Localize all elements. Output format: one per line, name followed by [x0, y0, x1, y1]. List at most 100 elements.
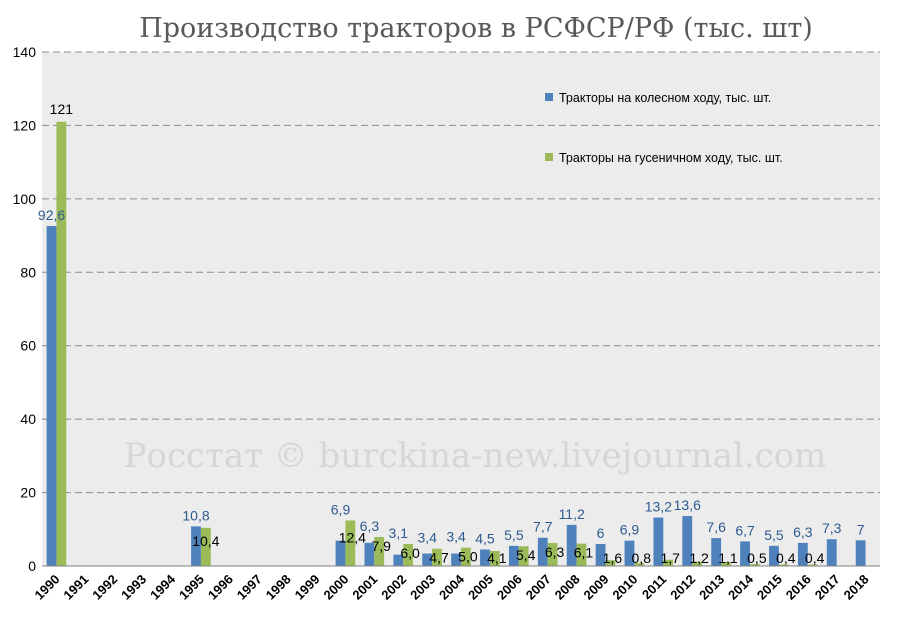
bar-tracked — [721, 561, 731, 566]
data-label-tracked: 1,2 — [689, 550, 709, 566]
y-tick-label: 20 — [20, 485, 36, 501]
bar-wheeled — [508, 545, 519, 566]
x-tick-label: 2008 — [552, 572, 583, 603]
x-tick-label: 1998 — [263, 572, 294, 603]
data-label-tracked: 6,1 — [574, 545, 594, 561]
data-label-tracked: 0,8 — [632, 550, 652, 566]
data-label-wheeled: 4,5 — [475, 530, 495, 546]
bar-tracked — [518, 546, 529, 566]
bar-tracked — [605, 560, 616, 566]
data-label-wheeled: 7 — [857, 521, 865, 537]
bar-wheeled — [451, 553, 461, 566]
data-label-tracked: 6,3 — [545, 544, 565, 560]
bar-wheeled — [422, 553, 433, 566]
bar-wheeled — [191, 526, 201, 566]
x-tick-label: 2005 — [465, 572, 496, 603]
x-axis-ticks: 1990199119921993199419951996199719981999… — [32, 571, 872, 603]
data-label-tracked: 7,9 — [371, 538, 391, 554]
x-tick-label: 2007 — [523, 572, 554, 603]
bar-wheeled — [797, 542, 808, 566]
x-tick-label: 2016 — [783, 572, 814, 603]
bar-tracked — [663, 559, 674, 566]
gridlines — [42, 51, 880, 494]
x-tick-label: 1999 — [292, 572, 323, 603]
data-label-wheeled: 13,6 — [674, 497, 701, 513]
data-label-tracked: 4,7 — [429, 550, 449, 566]
bar-tracked — [692, 561, 702, 566]
data-label-wheeled: 13,2 — [645, 499, 672, 515]
data-label-wheeled: 3,4 — [417, 530, 437, 546]
bar-tracked — [374, 536, 385, 566]
data-label-wheeled: 11,2 — [559, 506, 585, 522]
y-tick-label: 0 — [28, 558, 36, 574]
legend-swatch-tracked — [545, 153, 553, 161]
x-tick-label: 1990 — [32, 572, 63, 603]
legend: Тракторы на колесном ходу, тыс. шт. Трак… — [545, 91, 783, 165]
data-label-tracked: 5,4 — [516, 547, 536, 563]
data-label-wheeled: 7,6 — [706, 519, 726, 535]
bar-tracked — [576, 543, 587, 566]
data-label-tracked: 10,4 — [192, 533, 219, 549]
bar-tracked — [345, 520, 356, 566]
bar-tracked — [547, 542, 558, 566]
x-tick-label: 2009 — [581, 572, 612, 603]
x-tick-label: 1992 — [89, 572, 120, 603]
data-label-tracked: 5,0 — [458, 549, 478, 565]
bar-wheeled — [769, 545, 779, 566]
data-label-tracked: 121 — [50, 101, 74, 117]
bar-tracked — [489, 550, 500, 566]
x-tick-label: 2004 — [436, 571, 468, 603]
legend-swatch-wheeled — [545, 93, 553, 101]
bar-tracked — [403, 543, 414, 566]
bar-tracked — [778, 564, 789, 566]
plot-background — [42, 52, 880, 566]
bar-tracked — [200, 527, 211, 566]
x-tick-label: 2010 — [609, 572, 640, 603]
data-label-tracked: 1,1 — [718, 550, 738, 566]
bar-wheeled — [653, 517, 664, 566]
bar-wheeled — [682, 516, 693, 566]
legend-label-tracked: Тракторы на гусеничном ходу, тыс. шт. — [559, 151, 783, 165]
bar-wheeled — [566, 524, 577, 566]
x-tick-label: 2011 — [639, 572, 670, 603]
x-tick-label: 1991 — [60, 572, 91, 603]
bar-wheeled — [335, 540, 346, 566]
bar-tracked — [749, 564, 760, 566]
bar-wheeled — [711, 538, 722, 566]
data-label-tracked: 6,0 — [400, 545, 420, 561]
x-tick-label: 1995 — [176, 572, 207, 603]
bar-wheeled — [855, 540, 866, 566]
bar-wheeled — [393, 554, 404, 566]
x-tick-label: 2012 — [667, 572, 698, 603]
bar-wheeled — [537, 537, 548, 566]
data-label-tracked: 0,5 — [747, 550, 767, 566]
x-tick-label: 2001 — [349, 572, 380, 603]
y-tick-label: 120 — [13, 117, 37, 133]
x-tick-label: 2013 — [696, 572, 727, 603]
bar-tracked — [634, 563, 645, 566]
data-label-wheeled: 5,5 — [764, 527, 784, 543]
data-label-wheeled: 6,3 — [360, 518, 380, 534]
y-tick-label: 140 — [13, 44, 37, 60]
bar-tracked — [56, 121, 67, 566]
data-label-wheeled: 10,8 — [182, 507, 209, 523]
bars — [46, 121, 866, 567]
bar-wheeled — [826, 539, 837, 566]
x-tick-label: 2014 — [725, 571, 757, 603]
bar-wheeled — [740, 541, 750, 566]
data-label-wheeled: 6,9 — [620, 522, 640, 538]
y-tick-label: 100 — [13, 191, 37, 207]
bar-wheeled — [624, 540, 635, 566]
x-tick-label: 1996 — [205, 572, 236, 603]
data-label-wheeled: 5,5 — [504, 527, 524, 543]
x-tick-label: 2017 — [812, 572, 843, 603]
bar-wheeled — [46, 226, 57, 567]
legend-label-wheeled: Тракторы на колесном ходу, тыс. шт. — [559, 91, 771, 105]
x-tick-label: 2018 — [841, 572, 872, 603]
x-tick-label: 2015 — [754, 572, 785, 603]
y-tick-label: 60 — [20, 338, 36, 354]
watermark: Росстат © burckina-new.livejournal.com — [124, 436, 827, 476]
data-label-wheeled: 6 — [597, 525, 605, 541]
